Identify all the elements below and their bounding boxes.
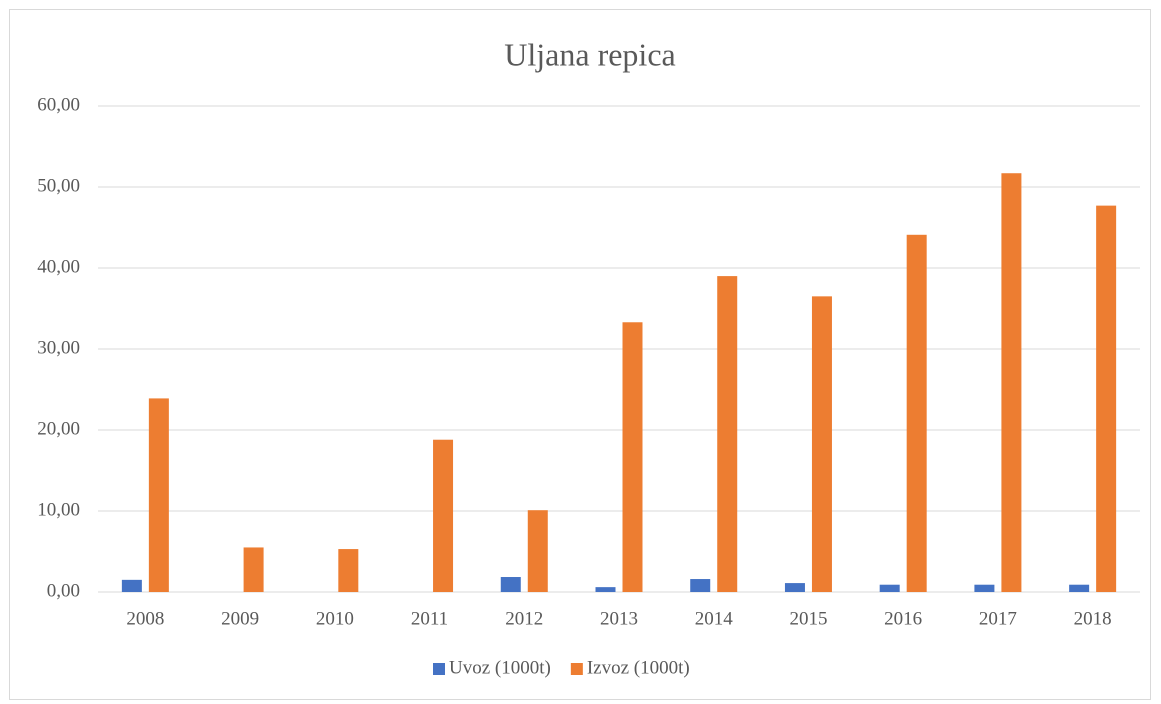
- x-tick-label: 2015: [789, 608, 827, 629]
- bar: [811, 296, 832, 592]
- y-tick-label: 20,00: [37, 418, 80, 439]
- chart-border: [9, 9, 1151, 700]
- bar: [121, 579, 142, 592]
- y-tick-label: 30,00: [37, 337, 80, 358]
- legend-swatch: [433, 663, 445, 675]
- bar: [243, 547, 264, 592]
- bar: [433, 439, 454, 592]
- bar: [148, 398, 169, 592]
- bar: [338, 549, 359, 592]
- bar: [1001, 173, 1022, 593]
- bar: [622, 322, 643, 592]
- x-tick-label: 2008: [126, 608, 164, 629]
- legend-label: Uvoz (1000t): [449, 657, 551, 678]
- x-tick-label: 2013: [600, 608, 638, 629]
- x-tick-label: 2014: [695, 608, 734, 629]
- legend-swatch: [570, 663, 583, 675]
- y-tick-label: 0,00: [47, 580, 80, 601]
- x-tick-label: 2016: [884, 608, 922, 629]
- bar: [1096, 205, 1117, 592]
- bar: [879, 584, 900, 592]
- y-tick-label: 60,00: [37, 94, 80, 115]
- bar: [1069, 584, 1090, 592]
- y-tick-label: 50,00: [37, 175, 80, 196]
- bar: [690, 579, 711, 592]
- chart-title: Uljana repica: [504, 36, 675, 72]
- bar: [595, 587, 616, 592]
- y-tick-label: 10,00: [37, 499, 80, 520]
- bar: [906, 234, 927, 593]
- bar: [784, 583, 805, 592]
- x-tick-label: 2018: [1074, 608, 1112, 629]
- x-tick-label: 2017: [979, 608, 1017, 629]
- bar: [974, 584, 995, 592]
- x-tick-label: 2011: [411, 608, 448, 629]
- x-tick-label: 2012: [505, 608, 543, 629]
- x-tick-label: 2010: [316, 608, 354, 629]
- bar: [500, 577, 521, 592]
- legend-label: Izvoz (1000t): [587, 657, 690, 678]
- y-tick-label: 40,00: [37, 256, 80, 277]
- x-tick-label: 2009: [221, 608, 259, 629]
- bar: [717, 276, 738, 592]
- bar: [527, 510, 548, 592]
